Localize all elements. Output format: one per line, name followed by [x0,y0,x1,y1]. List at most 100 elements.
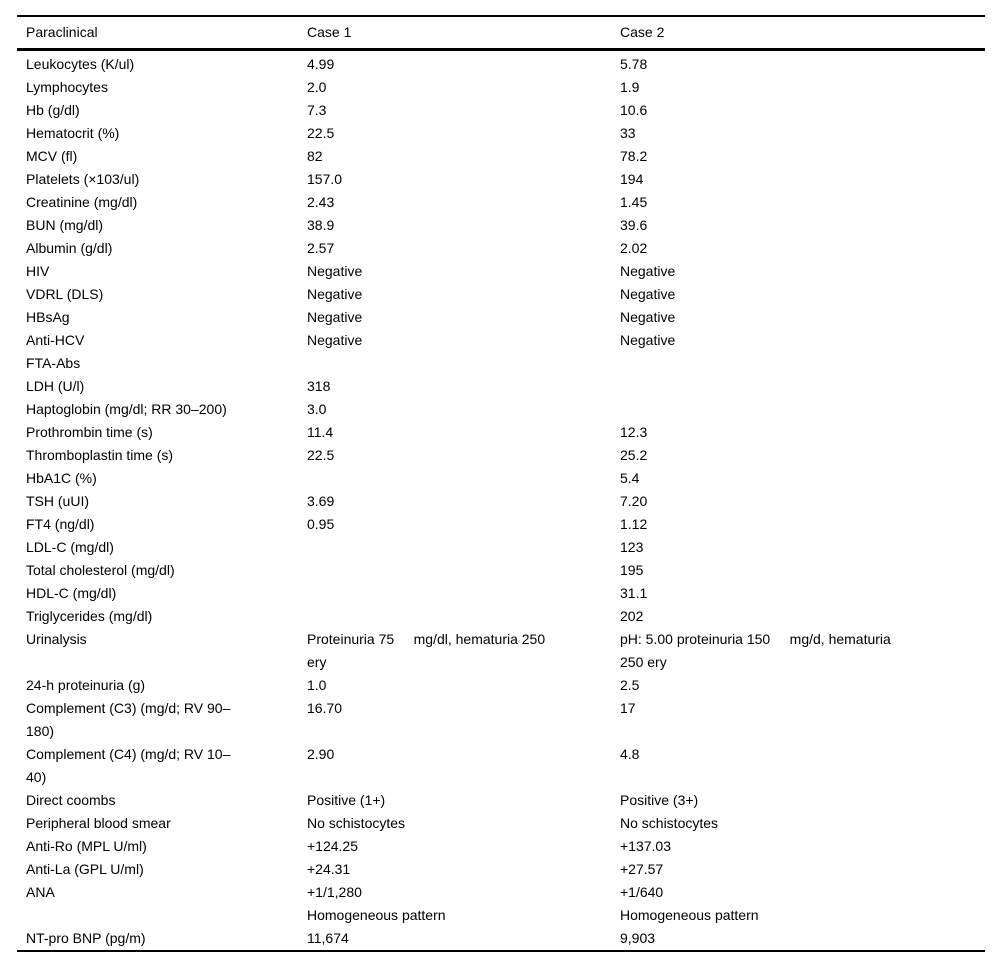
row-label: VDRL (DLS) [26,286,104,302]
row-label: Anti-Ro (MPL U/ml) [26,838,147,854]
table-row: Direct coombs Positive (1+) Positive (3+) [17,789,985,812]
table-row: ANA +1/1,280 +1/640 [17,881,985,904]
cell-case2 [620,398,985,421]
cell-case1: 22.5 [307,125,335,141]
cell-case1 [307,559,620,582]
row-label: LDH (U/l) [26,378,85,394]
row-label: Urinalysis [26,631,87,647]
cell-case1: Proteinuria 75 mg/dl, hematuria 250 ery [307,631,546,670]
row-label: LDL-C (mg/dl) [26,539,114,555]
table-row: LDL-C (mg/dl) 123 [17,536,985,559]
column-header-case1: Case 1 [307,15,620,51]
table-row: LDH (U/l) 318 [17,375,985,398]
table-header: Paraclinical Case 1 Case 2 [17,15,985,51]
table-body: Leukocytes (K/ul) 4.99 5.78 Lymphocytes 2.0 1… [17,50,985,951]
row-label: TSH (uUI) [26,493,89,509]
cell-case2: Negative [620,263,676,279]
cell-case1: 3.0 [307,401,327,417]
cell-case1: 11,674 [307,930,349,946]
cell-case1: 318 [307,378,331,394]
row-label: NT-pro BNP (pg/m) [26,930,146,946]
table-row: Complement (C3) (mg/d; RV 90– 180) 16.70 1… [17,697,985,743]
table-row: FTA-Abs [17,352,985,375]
row-label [17,904,307,927]
row-label: FT4 (ng/dl) [26,516,95,532]
row-label: Leukocytes (K/ul) [26,56,135,72]
cell-case2: 39.6 [620,217,648,233]
cell-case1: Negative [307,309,363,325]
cell-case1: +24.31 [307,861,351,877]
table-row: Complement (C4) (mg/d; RV 10– 40) 2.90 4.8 [17,743,985,789]
row-label: Complement (C4) (mg/d; RV 10– 40) [26,746,231,785]
row-label: Albumin (g/dl) [26,240,113,256]
table-row: HbA1C (%) 5.4 [17,467,985,490]
row-label: Hematocrit (%) [26,125,120,141]
row-label: Haptoglobin (mg/dl; RR 30–200) [26,401,227,417]
cell-case2: 2.02 [620,240,648,256]
row-label: Anti-HCV [26,332,85,348]
cell-case1: 0.95 [307,516,335,532]
row-label: MCV (fl) [26,148,78,164]
row-label: HbA1C (%) [26,470,97,486]
table-row: HBsAg Negative Negative [17,306,985,329]
cell-case1: 1.0 [307,677,327,693]
table-row: Thromboplastin time (s) 22.5 25.2 [17,444,985,467]
cell-case1: Negative [307,263,363,279]
row-label: Creatinine (mg/dl) [26,194,138,210]
row-label: Anti-La (GPL U/ml) [26,861,144,877]
cell-case1: 7.3 [307,102,327,118]
table-row: Anti-HCV Negative Negative [17,329,985,352]
cell-case1: +124.25 [307,838,358,854]
row-label: Prothrombin time (s) [26,424,153,440]
table-row: Anti-La (GPL U/ml) +24.31 +27.57 [17,858,985,881]
table-row: HIV Negative Negative [17,260,985,283]
cell-case2: Positive (3+) [620,792,699,808]
table-row: Peripheral blood smear No schistocytes No … [17,812,985,835]
table-row: Hematocrit (%) 22.5 33 [17,122,985,145]
cell-case2: Homogeneous pattern [620,907,759,923]
table-row: Anti-Ro (MPL U/ml) +124.25 +137.03 [17,835,985,858]
table-row: Leukocytes (K/ul) 4.99 5.78 [17,50,985,77]
cell-case1 [307,536,620,559]
cell-case1: Negative [307,286,363,302]
cell-case2: 5.78 [620,56,648,72]
cell-case1: 2.90 [307,746,335,762]
cell-case1: Homogeneous pattern [307,907,446,923]
table-row: Homogeneous pattern Homogeneous pattern [17,904,985,927]
cell-case1: 4.99 [307,56,335,72]
cell-case1: 3.69 [307,493,335,509]
cell-case1: Negative [307,332,363,348]
lab-results-table: Paraclinical Case 1 Case 2 Leukocytes (K… [17,15,985,952]
table-row: TSH (uUI) 3.69 7.20 [17,490,985,513]
row-label: 24-h proteinuria (g) [26,677,146,693]
column-header-paraclinical: Paraclinical [17,15,307,51]
cell-case1: 38.9 [307,217,335,233]
cell-case1: No schistocytes [307,815,406,831]
table-header-row: Paraclinical Case 1 Case 2 [17,15,985,51]
table-row: Hb (g/dl) 7.3 10.6 [17,99,985,122]
cell-case2: 25.2 [620,447,648,463]
cell-case2: 1.45 [620,194,648,210]
row-label: Hb (g/dl) [26,102,80,118]
row-label: Peripheral blood smear [26,815,171,831]
cell-case2: 1.9 [620,79,640,95]
cell-case2: 31.1 [620,585,648,601]
cell-case2: pH: 5.00 proteinuria 150 mg/d, hematuria… [620,631,891,670]
cell-case2: 1.12 [620,516,648,532]
cell-case1: Positive (1+) [307,792,386,808]
cell-case1: 2.57 [307,240,335,256]
cell-case2: 33 [620,125,636,141]
cell-case2: 194 [620,171,644,187]
cell-case1: 2.43 [307,194,335,210]
table-row: HDL-C (mg/dl) 31.1 [17,582,985,605]
row-label: Direct coombs [26,792,116,808]
table-row: 24-h proteinuria (g) 1.0 2.5 [17,674,985,697]
table-row: Haptoglobin (mg/dl; RR 30–200) 3.0 [17,398,985,421]
row-label: HIV [26,263,50,279]
table-row: VDRL (DLS) Negative Negative [17,283,985,306]
cell-case2: 10.6 [620,102,648,118]
row-label: Platelets (×103/ul) [26,171,140,187]
row-label: Lymphocytes [26,79,108,95]
table-row: MCV (fl) 82 78.2 [17,145,985,168]
table-row: Creatinine (mg/dl) 2.43 1.45 [17,191,985,214]
